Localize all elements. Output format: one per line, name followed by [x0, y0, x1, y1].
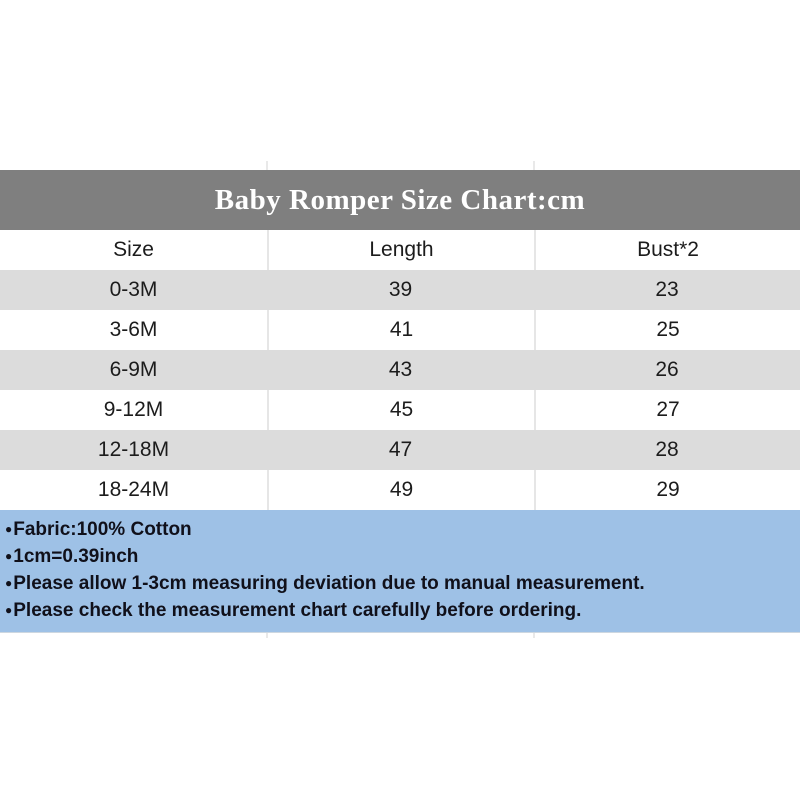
column-header-length: Length [267, 230, 534, 270]
size-table: Size Length Bust*2 0-3M 39 23 3-6M 41 25… [0, 230, 800, 510]
note-item: ●1cm=0.39inch [5, 543, 792, 570]
cell-size: 12-18M [97, 438, 170, 461]
cell-length: 47 [388, 438, 413, 461]
grid-stub-top-left [266, 161, 268, 170]
cell-bust: 23 [655, 278, 679, 301]
note-text: 1cm=0.39inch [13, 546, 139, 567]
cell-bust: 26 [655, 358, 679, 381]
note-item: ●Please allow 1-3cm measuring deviation … [5, 570, 792, 597]
cell-length: 41 [267, 310, 534, 350]
cell-size: 6-9M [109, 358, 158, 381]
grid-stub-bottom-right [533, 629, 535, 638]
column-header-size: Size [113, 238, 154, 261]
cell-bust: 25 [534, 310, 800, 350]
note-text: Please check the measurement chart caref… [13, 600, 582, 621]
column-header-bust: Bust*2 [534, 230, 800, 270]
cell-length: 49 [267, 470, 534, 510]
bullet-icon: ● [5, 576, 13, 590]
cell-bust: 29 [534, 470, 800, 510]
cell-length: 39 [388, 278, 413, 301]
chart-title-band: Baby Romper Size Chart:cm [0, 170, 800, 230]
grid-stub-top-right [533, 161, 535, 170]
size-chart-sheet: Baby Romper Size Chart:cm Size Length Bu… [0, 170, 800, 633]
cell-size: 9-12M [103, 398, 164, 421]
table-row: 3-6M 41 25 [0, 310, 800, 350]
table-row: 18-24M 49 29 [0, 470, 800, 510]
note-item: ●Fabric:100% Cotton [5, 516, 792, 543]
bullet-icon: ● [5, 522, 13, 536]
note-item: ●Please check the measurement chart care… [5, 597, 792, 624]
note-text: Please allow 1-3cm measuring deviation d… [13, 573, 645, 594]
notes-panel: ●Fabric:100% Cotton ●1cm=0.39inch ●Pleas… [0, 510, 800, 633]
cell-size: 18-24M [97, 478, 170, 501]
cell-bust: 28 [655, 438, 679, 461]
cell-bust: 27 [534, 390, 800, 430]
cell-length: 45 [267, 390, 534, 430]
table-row: 6-9M 43 26 [0, 350, 800, 390]
cell-length: 43 [388, 358, 413, 381]
table-row: 12-18M 47 28 [0, 430, 800, 470]
table-row: 9-12M 45 27 [0, 390, 800, 430]
table-header-row: Size Length Bust*2 [0, 230, 800, 270]
cell-size: 0-3M [109, 278, 158, 301]
bullet-icon: ● [5, 549, 13, 563]
note-text: Fabric:100% Cotton [13, 519, 192, 540]
table-row: 0-3M 39 23 [0, 270, 800, 310]
grid-stub-bottom-left [266, 629, 268, 638]
bullet-icon: ● [5, 603, 13, 617]
chart-title: Baby Romper Size Chart:cm [214, 183, 586, 216]
cell-size: 3-6M [109, 318, 158, 341]
